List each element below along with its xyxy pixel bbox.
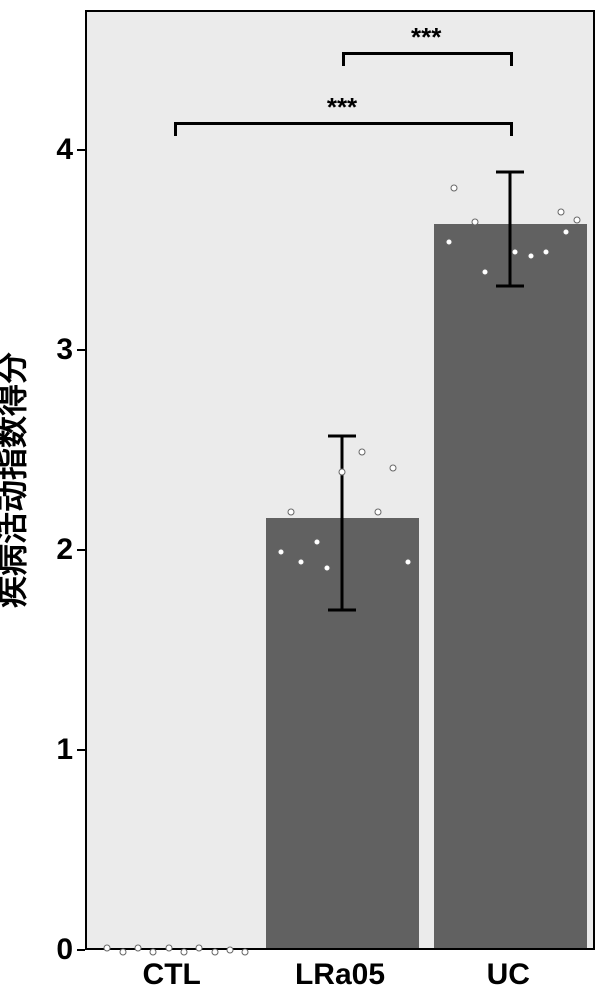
y-tick-mark — [77, 149, 85, 151]
error-bar — [341, 436, 344, 610]
data-point — [277, 549, 284, 556]
data-point — [298, 559, 305, 566]
significance-bracket-drop — [510, 52, 513, 66]
significance-bracket-drop — [174, 122, 177, 136]
data-point — [405, 559, 412, 566]
plot-area: *** *** — [85, 10, 595, 950]
bar — [434, 224, 587, 948]
data-point — [451, 185, 458, 192]
y-tick-mark — [77, 349, 85, 351]
error-cap — [328, 435, 356, 438]
x-axis: CTL LRa05 UC — [85, 950, 595, 1000]
data-point — [471, 219, 478, 226]
y-tick-label: 3 — [56, 333, 73, 367]
data-point — [512, 249, 519, 256]
error-bar — [509, 172, 512, 286]
error-cap — [496, 285, 524, 288]
significance-bracket-drop — [342, 52, 345, 66]
data-point — [446, 239, 453, 246]
data-point — [563, 229, 570, 236]
bar-chart: 疾病活动指数得分 01234 ****** CTLLRa05UC — [0, 0, 609, 1000]
data-point — [481, 269, 488, 276]
data-point — [288, 509, 295, 516]
y-axis: 01234 — [0, 10, 85, 950]
data-point — [323, 565, 330, 572]
x-tick-label: UC — [487, 958, 530, 992]
data-point — [390, 465, 397, 472]
y-tick-mark — [77, 949, 85, 951]
data-point — [573, 217, 580, 224]
error-cap — [328, 609, 356, 612]
y-tick-mark — [77, 749, 85, 751]
data-point — [313, 539, 320, 546]
y-tick-label: 2 — [56, 533, 73, 567]
data-point — [543, 249, 550, 256]
significance-label: *** — [411, 24, 441, 50]
y-tick-label: 4 — [56, 133, 73, 167]
significance-label: *** — [327, 94, 357, 120]
y-tick-label: 0 — [56, 933, 73, 967]
significance-bracket — [174, 122, 514, 125]
x-tick-label: CTL — [143, 958, 201, 992]
significance-bracket — [342, 52, 513, 55]
y-tick-mark — [77, 549, 85, 551]
y-tick-label: 1 — [56, 733, 73, 767]
data-point — [374, 509, 381, 516]
data-point — [339, 469, 346, 476]
significance-bracket-drop — [510, 122, 513, 136]
error-cap — [496, 171, 524, 174]
data-point — [558, 209, 565, 216]
data-point — [359, 449, 366, 456]
x-tick-label: LRa05 — [295, 958, 385, 992]
data-point — [527, 253, 534, 260]
